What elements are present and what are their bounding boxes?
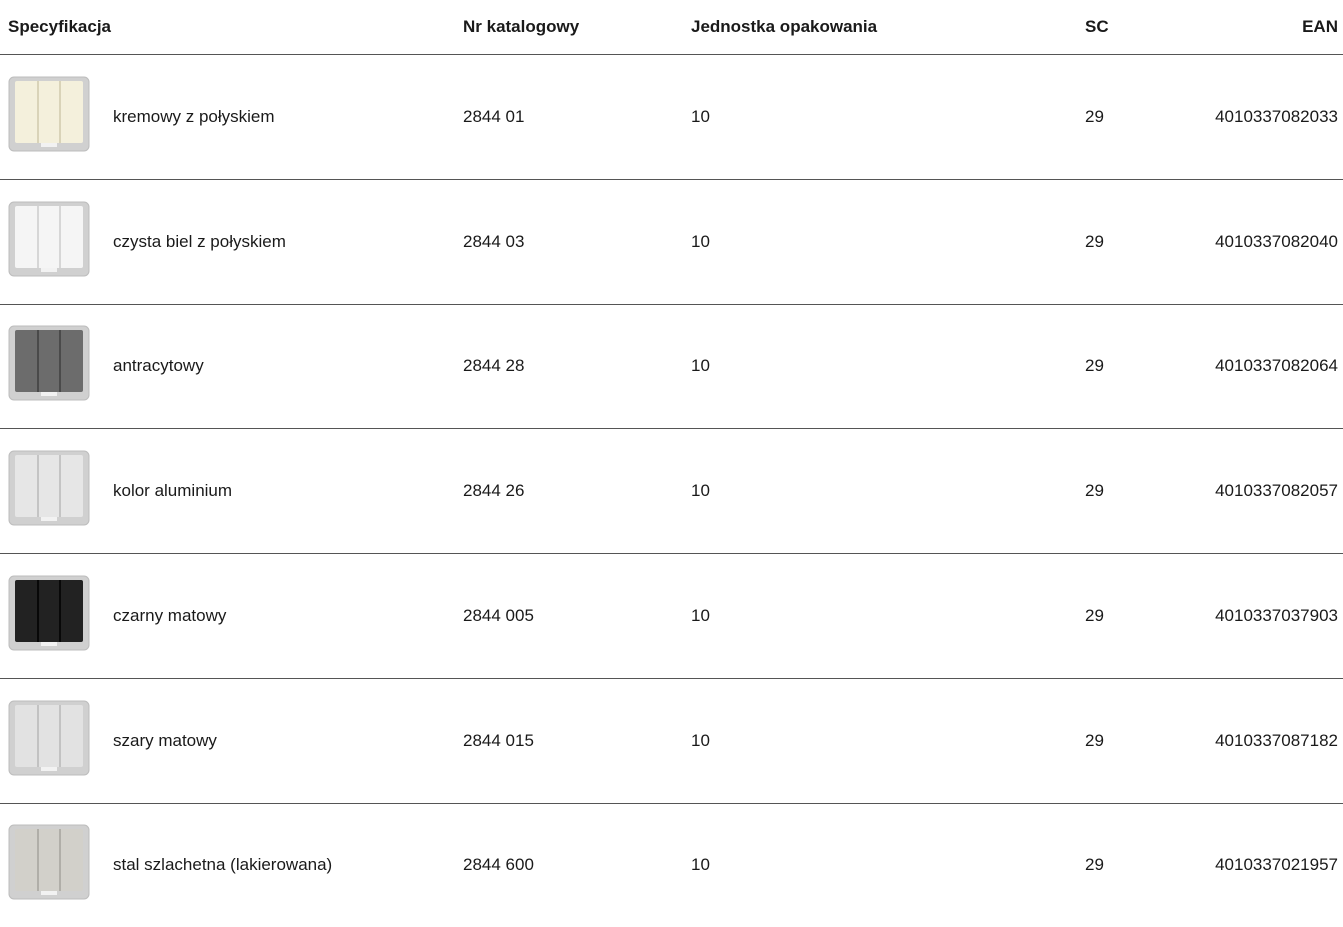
cell: kremowy z połyskiem <box>113 107 275 126</box>
table-row: czysta biel z połyskiem 2844 03 10 29 401033… <box>0 180 1343 305</box>
cell: 2844 015 <box>463 730 534 750</box>
product-image <box>8 700 90 775</box>
cell: 29 <box>1085 855 1104 875</box>
cell: czysta biel z połyskiem <box>113 231 286 251</box>
cell: 10 <box>691 481 710 501</box>
table-row: kolor aluminium 2844 26 10 29 4010337082057 <box>0 429 1343 555</box>
table-row: stal szlachetna (lakierowana) 2844 600 10 2… <box>0 803 1343 927</box>
cell: 2844 03 <box>463 231 525 251</box>
cell: antracytowy <box>113 356 204 376</box>
product-image <box>8 201 90 277</box>
cell: 4010337037903 <box>1215 605 1338 625</box>
cell: 29 <box>1085 231 1104 251</box>
table-row: kremowy z połyskiem 2844 01 10 29 4010337082… <box>0 55 1343 180</box>
cell: 2844 600 <box>463 855 534 875</box>
cell: 29 <box>1085 107 1104 126</box>
table-row: antracytowy 2844 28 10 29 4010337082064 <box>0 304 1343 430</box>
product-image <box>8 575 90 651</box>
table-header: Specyfikacja Nr katalogowy Jednostka opako… <box>0 0 1343 55</box>
column-header: Nr katalogowy <box>463 17 580 36</box>
column-header: SC <box>1085 17 1109 36</box>
cell: 4010337082064 <box>1215 356 1338 376</box>
cell: 10 <box>691 356 710 376</box>
cell: 4010337082033 <box>1215 107 1338 126</box>
table-row: czarny matowy 2844 005 10 29 4010337037903 <box>0 554 1343 679</box>
cell: stal szlachetna (lakierowana) <box>113 855 333 875</box>
cell: szary matowy <box>113 730 217 750</box>
cell: 4010337082057 <box>1215 481 1338 501</box>
product-image <box>8 76 90 152</box>
product-image <box>8 325 90 401</box>
cell: 10 <box>691 730 710 750</box>
table-row: szary matowy 2844 015 10 29 4010337087182 <box>0 679 1343 804</box>
cell: 4010337082040 <box>1215 231 1338 251</box>
cell: 10 <box>691 605 710 625</box>
cell: 2844 28 <box>463 356 525 376</box>
product-image <box>8 824 90 900</box>
cell: 2844 26 <box>463 481 525 501</box>
cell: 2844 01 <box>463 107 525 126</box>
cell: 10 <box>691 231 710 251</box>
cell: 4010337087182 <box>1215 730 1338 750</box>
product-image <box>8 450 90 526</box>
cell: 29 <box>1085 730 1104 750</box>
cell: 29 <box>1085 481 1104 501</box>
cell: 4010337021957 <box>1215 855 1338 875</box>
cell: czarny matowy <box>113 605 227 625</box>
cell: 10 <box>691 855 710 875</box>
cell: 29 <box>1085 605 1104 625</box>
cell: 10 <box>691 107 710 126</box>
cell: 2844 005 <box>463 605 534 625</box>
cell: 29 <box>1085 356 1104 376</box>
column-header: Specyfikacja <box>8 17 112 36</box>
column-header: Jednostka opakowania <box>691 17 878 36</box>
cell: kolor aluminium <box>113 481 233 501</box>
column-header: EAN <box>1302 17 1338 36</box>
